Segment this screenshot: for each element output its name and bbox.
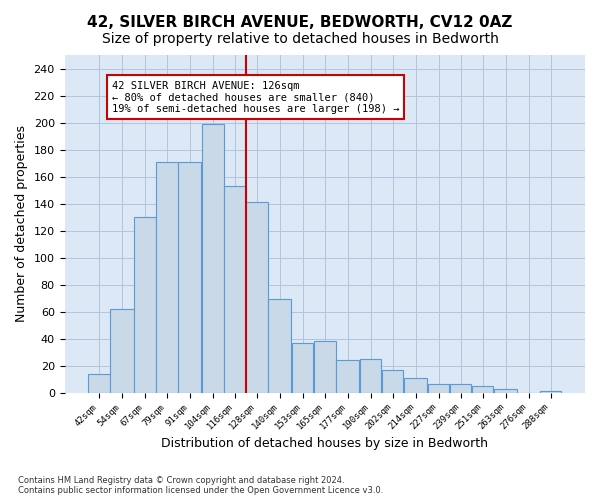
Bar xyxy=(472,386,493,392)
Text: Size of property relative to detached houses in Bedworth: Size of property relative to detached ho… xyxy=(101,32,499,46)
Bar xyxy=(202,124,224,392)
Bar xyxy=(178,162,202,392)
Bar xyxy=(268,300,292,392)
Bar xyxy=(246,202,268,392)
Text: Contains HM Land Registry data © Crown copyright and database right 2024.
Contai: Contains HM Land Registry data © Crown c… xyxy=(18,476,383,495)
Bar xyxy=(360,359,382,392)
Bar xyxy=(110,309,134,392)
Text: 42, SILVER BIRCH AVENUE, BEDWORTH, CV12 0AZ: 42, SILVER BIRCH AVENUE, BEDWORTH, CV12 … xyxy=(88,15,512,30)
X-axis label: Distribution of detached houses by size in Bedworth: Distribution of detached houses by size … xyxy=(161,437,488,450)
Bar xyxy=(382,370,403,392)
Text: 42 SILVER BIRCH AVENUE: 126sqm
← 80% of detached houses are smaller (840)
19% of: 42 SILVER BIRCH AVENUE: 126sqm ← 80% of … xyxy=(112,80,399,114)
Bar xyxy=(428,384,449,392)
Bar xyxy=(540,391,562,392)
Bar xyxy=(156,162,178,392)
Y-axis label: Number of detached properties: Number of detached properties xyxy=(15,126,28,322)
Bar xyxy=(314,341,335,392)
Bar xyxy=(292,342,313,392)
Bar xyxy=(450,384,472,392)
Bar xyxy=(404,378,427,392)
Bar xyxy=(88,374,110,392)
Bar xyxy=(494,388,517,392)
Bar xyxy=(336,360,359,392)
Bar xyxy=(224,186,245,392)
Bar xyxy=(134,217,155,392)
